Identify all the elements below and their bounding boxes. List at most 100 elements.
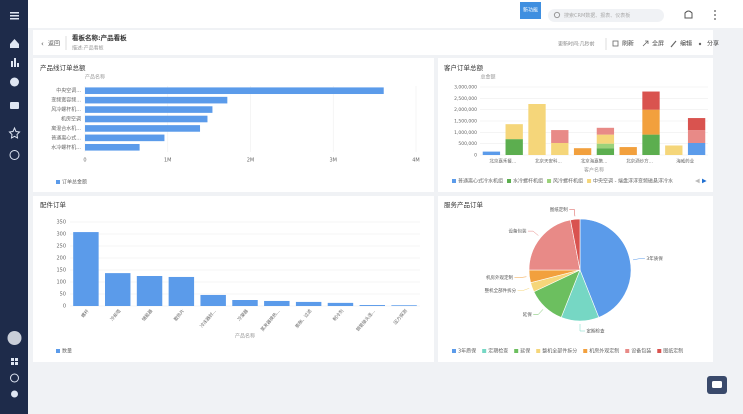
fullscreen-button[interactable]: 全屏 [652, 40, 664, 48]
x-tick-label: 北京天安科... [535, 158, 562, 165]
label-leader [579, 324, 585, 332]
legend-swatch [583, 349, 588, 353]
chart-title: 服务产品订单 [444, 200, 484, 209]
legend-label: 数量 [62, 348, 72, 355]
bar-segment [482, 151, 501, 155]
y-tick-label: 离混合水机... [51, 125, 81, 132]
pie-slice [570, 218, 581, 271]
panel [438, 58, 713, 192]
y-axis-title: 产品名称 [85, 74, 105, 81]
bar-segment [642, 134, 660, 155]
star-icon[interactable] [8, 126, 21, 139]
slice-label: 延保 [523, 311, 532, 318]
dashboard-title: 看板名称:产品看板 [72, 33, 127, 42]
refresh-button[interactable]: 刷新 [622, 40, 634, 48]
bar-segment [687, 142, 706, 155]
x-tick-label: 3M [330, 158, 338, 164]
bar [73, 232, 99, 306]
y-tick-label: 0 [63, 304, 66, 310]
pie-slice [579, 218, 632, 318]
legend-label: 中央空调 - 端盘浮浮变频磁悬浮冷水 [593, 178, 673, 185]
y-tick-label: 150 [56, 268, 66, 274]
chart-title: 客户订单总额 [444, 63, 484, 72]
dashboard-icon[interactable] [10, 102, 19, 109]
dashboard-description: 描述:产品看板 [72, 45, 104, 52]
label-leader [517, 288, 530, 291]
y-tick-label: 350 [56, 220, 66, 226]
slice-label: 3年质保 [646, 255, 663, 262]
bar-segment [665, 145, 683, 155]
settings-icon[interactable] [11, 390, 18, 398]
legend-next[interactable]: ▶ [702, 178, 707, 185]
x-tick-label: 4M [412, 158, 420, 164]
label-leader [533, 309, 544, 315]
legend-label: 机房外观定制 [589, 348, 619, 355]
bar-segment [573, 148, 592, 155]
legend-label: 水冷螺杆机组 [513, 178, 543, 185]
bar [85, 96, 228, 104]
home-icon[interactable] [10, 39, 19, 48]
menu-icon[interactable] [10, 15, 19, 17]
y-axis-title: 总金额 [480, 74, 495, 81]
bar [200, 294, 226, 306]
x-tick-label: 螺杆 [79, 307, 90, 319]
y-tick-label: 200 [56, 256, 66, 262]
slice-label: 设备包装 [508, 228, 526, 235]
slice-label: 机房外观定制 [486, 274, 513, 281]
share-button[interactable]: 分享 [707, 40, 719, 48]
bar-segment [619, 147, 637, 155]
y-tick-label: 3,000,000 [454, 85, 477, 91]
label-leader [632, 258, 645, 261]
back-button[interactable]: 返回 [48, 41, 60, 48]
y-tick-label: 1,000,000 [454, 130, 477, 136]
history-icon[interactable] [9, 150, 20, 160]
legend-swatch [536, 349, 541, 353]
y-tick-label: 100 [56, 280, 66, 286]
more-icon[interactable] [714, 10, 716, 12]
legend-swatch [56, 349, 60, 353]
sidebar-icons [7, 12, 22, 398]
report-icon[interactable] [17, 63, 19, 67]
legend-swatch [657, 349, 662, 353]
search-icon [553, 11, 561, 19]
legend-label: 3年质保 [458, 348, 476, 355]
bar-segment [687, 130, 706, 143]
menu-icon[interactable] [10, 12, 19, 14]
back-arrow[interactable]: ‹ [41, 40, 44, 48]
apps-icon[interactable] [11, 358, 14, 361]
legend-prev: ◀ [695, 178, 700, 185]
chart-icon[interactable] [10, 77, 19, 87]
edit-button[interactable]: 编辑 [680, 40, 692, 48]
label-leader [569, 209, 576, 217]
panel [33, 196, 434, 362]
bar-segment [596, 148, 615, 155]
bar [264, 300, 290, 306]
chart-title: 配件订单 [40, 200, 67, 209]
y-tick-label: 50 [60, 292, 66, 298]
bar [105, 273, 131, 306]
bar [295, 301, 322, 306]
help-icon[interactable] [10, 373, 19, 383]
legend-swatch [56, 180, 60, 184]
legend-swatch [452, 179, 456, 183]
x-tick-label: 2M [247, 158, 255, 164]
header [33, 30, 713, 55]
slice-label: 定期检查 [587, 328, 605, 335]
bar-segment [596, 143, 615, 149]
search-box[interactable] [548, 9, 664, 22]
y-tick-label: 变频宽容频... [51, 97, 81, 104]
legend-swatch [482, 349, 487, 353]
bar-segment [505, 139, 523, 155]
slice-label: 整机全部件拆分 [485, 287, 517, 294]
menu-icon[interactable] [10, 18, 19, 20]
bell-icon[interactable] [684, 10, 693, 19]
label-leader [514, 276, 527, 278]
bar-segment [596, 134, 615, 144]
report-icon[interactable] [14, 58, 16, 67]
bar [136, 276, 163, 306]
new-feature-badge[interactable] [520, 2, 541, 19]
avatar[interactable] [7, 331, 22, 345]
report-icon[interactable] [11, 61, 13, 67]
